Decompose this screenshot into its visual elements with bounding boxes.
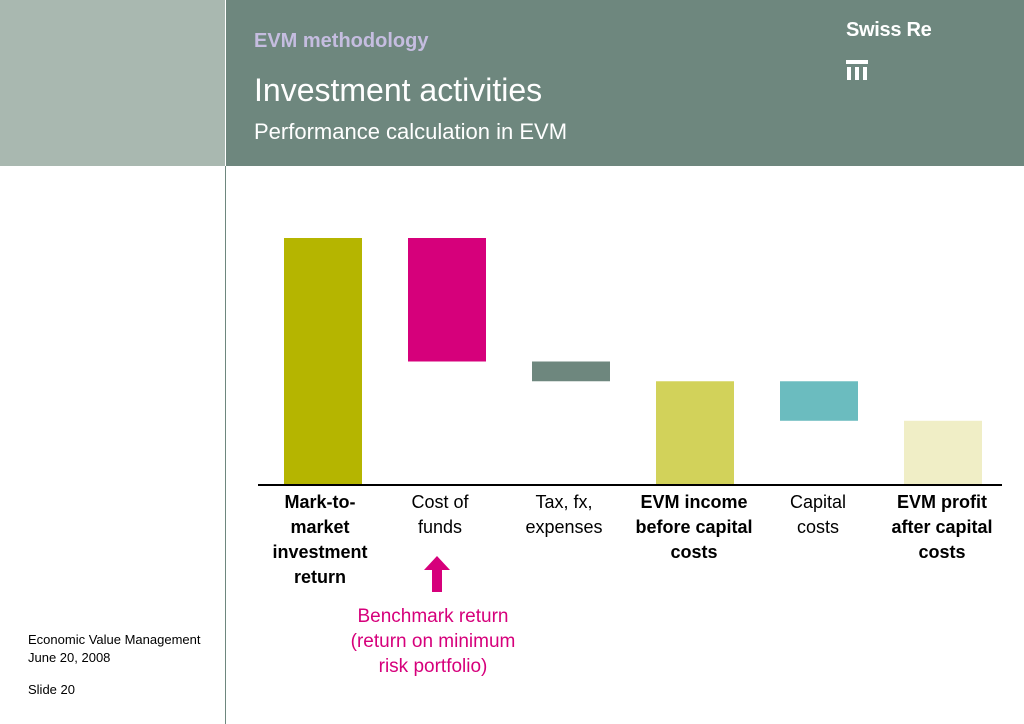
category-label-mark-to-market: Mark-to-market investment return	[272, 492, 368, 587]
category-label-capital-costs: Capital costs	[789, 492, 847, 537]
bar-tax-fx-expenses	[532, 361, 610, 382]
bar-cost-of-funds	[408, 238, 486, 362]
header-side-panel	[0, 0, 225, 166]
footer-document-title: Economic Value Management	[28, 632, 201, 647]
slide-subtitle: Performance calculation in EVM	[254, 119, 568, 144]
category-label-evm-profit: EVM profit after capital costs	[891, 492, 993, 562]
brand-logo-text: Swiss Re	[846, 19, 932, 41]
vertical-divider	[225, 166, 226, 724]
benchmark-return-note: Benchmark return (return on minimum risk p…	[350, 606, 516, 677]
slide-title: Investment activities	[254, 72, 543, 108]
category-label-tax-fx-expenses: Tax, fx, expenses	[525, 492, 603, 537]
footer-date: June 20, 2008	[28, 650, 111, 665]
up-arrow-icon	[424, 556, 450, 592]
category-label-evm-income: EVM income before capital costs	[635, 492, 753, 562]
header-banner	[226, 0, 1024, 166]
bar-capital-costs	[780, 381, 858, 421]
category-label-cost-of-funds: Cost of funds	[411, 492, 469, 537]
bar-evm-income	[656, 381, 734, 485]
swiss-re-logo-icon	[846, 60, 868, 80]
bar-evm-profit	[904, 420, 982, 485]
section-label: EVM methodology	[254, 30, 429, 52]
footer-slide-number: Slide 20	[28, 682, 75, 697]
bar-mark-to-market	[284, 238, 362, 485]
